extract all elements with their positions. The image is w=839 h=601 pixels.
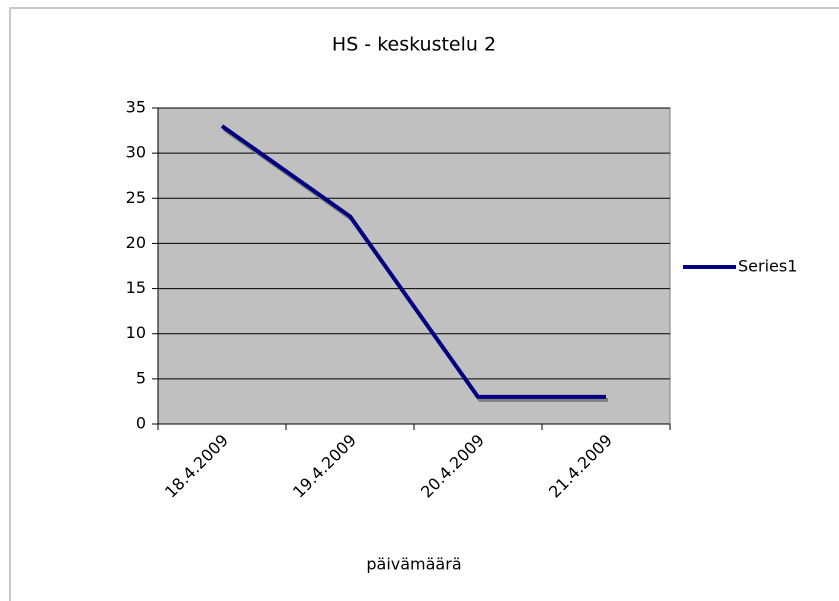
- chart-title: HS - keskustelu 2: [332, 34, 496, 56]
- y-tick-label: 20: [126, 233, 146, 252]
- y-tick-label: 30: [126, 143, 146, 162]
- y-tick-label: 5: [136, 368, 146, 387]
- x-axis-label: päivämäärä: [366, 555, 461, 574]
- y-tick-label: 15: [126, 278, 146, 297]
- plot-area: [157, 107, 671, 425]
- y-tick-label: 25: [126, 188, 146, 207]
- y-tick-label: 0: [136, 414, 146, 433]
- y-tick-label: 10: [126, 323, 146, 342]
- y-tick-label: 35: [126, 98, 146, 117]
- line: [220, 124, 606, 399]
- legend-label: Series1: [738, 257, 797, 276]
